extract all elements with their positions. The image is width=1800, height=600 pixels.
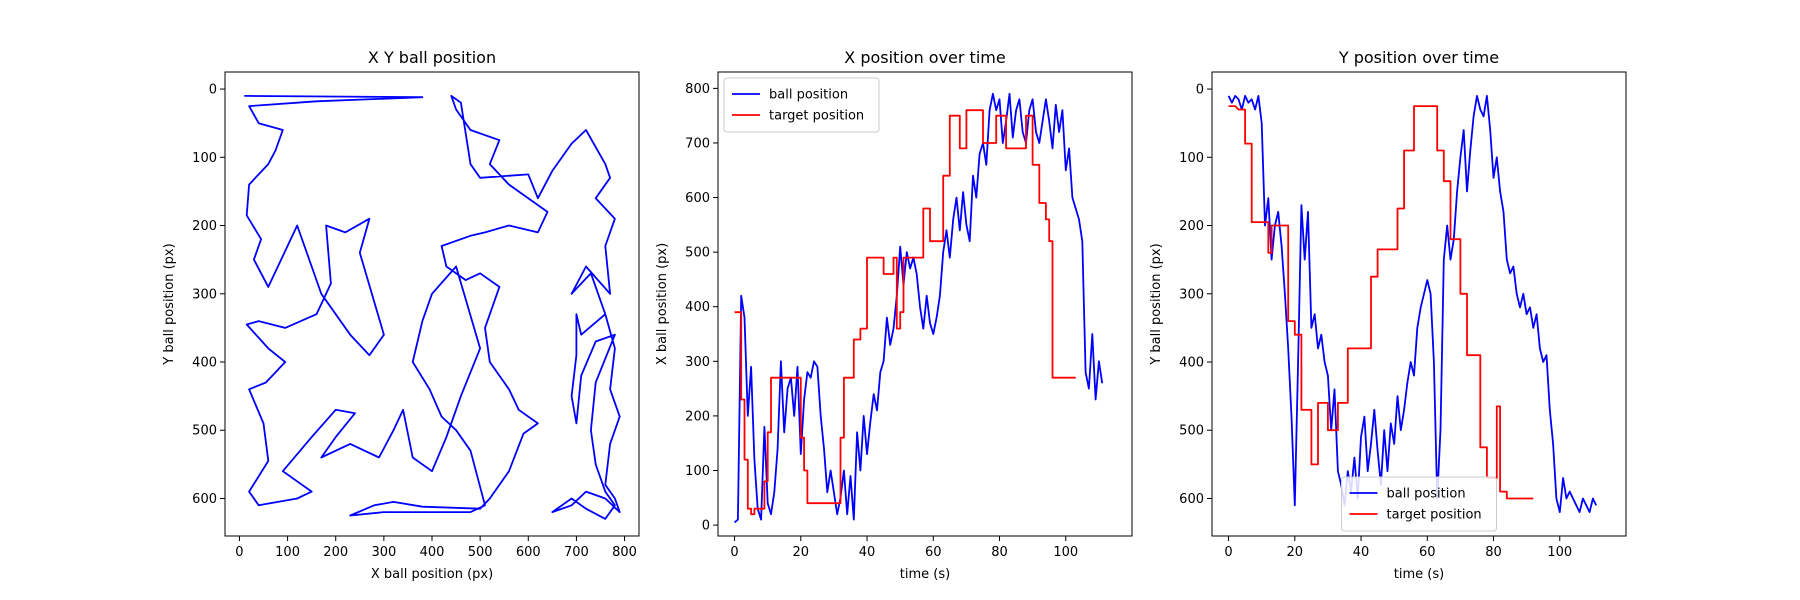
legend-label: ball position xyxy=(1387,487,1466,502)
x-tick-label: 300 xyxy=(371,545,396,560)
series-line-0 xyxy=(1227,95,1598,513)
y-tick-label: 200 xyxy=(1179,219,1204,234)
legend: ball position target position xyxy=(723,77,880,133)
y-tick-label: 600 xyxy=(192,492,217,507)
x-tick-label: 60 xyxy=(925,545,942,560)
y-tick-label: 600 xyxy=(1179,492,1204,507)
x-tick-label: 700 xyxy=(564,545,589,560)
x-tick-label: 40 xyxy=(1353,545,1370,560)
chart-title: X position over time xyxy=(844,48,1005,67)
plot-frame xyxy=(717,71,1133,537)
x-axis-label: X ball position (px) xyxy=(371,567,493,582)
chart-panel-1: 0 20 40 60 80 100 0 100 200 300 400 500 600 700 800 X p… xyxy=(655,48,1133,582)
x-tick-label: 100 xyxy=(1053,545,1078,560)
x-axis-label: time (s) xyxy=(1394,567,1444,582)
y-axis-label: X ball position (px) xyxy=(655,243,670,365)
legend-label: ball position xyxy=(769,88,848,103)
chart-panel-0: 0 100 200 300 400 500 600 700 800 0 100 200 300 400 50… xyxy=(162,48,640,582)
x-tick-label: 200 xyxy=(323,545,348,560)
y-tick-label: 500 xyxy=(685,246,710,261)
y-tick-label: 500 xyxy=(1179,424,1204,439)
series-line-0 xyxy=(244,95,621,520)
x-tick-label: 80 xyxy=(1485,545,1502,560)
x-tick-label: 100 xyxy=(275,545,300,560)
y-tick-label: 300 xyxy=(192,287,217,302)
x-tick-label: 800 xyxy=(612,545,637,560)
y-tick-label: 100 xyxy=(1179,151,1204,166)
legend-box xyxy=(723,77,880,133)
legend: ball position target position xyxy=(1341,476,1497,532)
series-line-1 xyxy=(734,109,1076,516)
y-axis-label: Y ball position (px) xyxy=(1149,243,1164,365)
x-tick-label: 80 xyxy=(991,545,1008,560)
chart-title: X Y ball position xyxy=(368,48,496,67)
y-tick-label: 0 xyxy=(1196,83,1204,98)
chart-title: Y position over time xyxy=(1338,48,1499,67)
plot-frame xyxy=(1211,71,1627,537)
y-tick-label: 100 xyxy=(192,151,217,166)
y-tick-label: 400 xyxy=(1179,356,1204,371)
series-line-0 xyxy=(734,92,1104,524)
x-tick-label: 400 xyxy=(420,545,445,560)
y-tick-label: 300 xyxy=(685,355,710,370)
legend-label: target position xyxy=(1387,508,1482,523)
y-tick-label: 300 xyxy=(1179,287,1204,302)
y-tick-label: 200 xyxy=(192,219,217,234)
y-axis-label: Y ball position (px) xyxy=(162,243,177,365)
y-tick-label: 0 xyxy=(702,519,710,534)
x-tick-label: 0 xyxy=(730,545,738,560)
x-axis-label: time (s) xyxy=(900,567,950,582)
x-tick-label: 600 xyxy=(516,545,541,560)
chart-panel-2: 0 20 40 60 80 100 0 100 200 300 400 500 600 Y positio… xyxy=(1149,48,1627,582)
x-tick-label: 500 xyxy=(468,545,493,560)
y-tick-label: 600 xyxy=(685,191,710,206)
y-tick-label: 500 xyxy=(192,424,217,439)
legend-label: target position xyxy=(769,109,864,124)
x-tick-label: 20 xyxy=(793,545,810,560)
y-tick-label: 800 xyxy=(685,82,710,97)
y-tick-label: 400 xyxy=(192,356,217,371)
x-tick-label: 0 xyxy=(235,545,243,560)
x-tick-label: 0 xyxy=(1224,545,1232,560)
x-tick-label: 40 xyxy=(859,545,876,560)
y-tick-label: 0 xyxy=(209,83,217,98)
y-tick-label: 200 xyxy=(685,409,710,424)
x-tick-label: 100 xyxy=(1547,545,1572,560)
y-tick-label: 400 xyxy=(685,300,710,315)
y-tick-label: 100 xyxy=(685,464,710,479)
y-tick-label: 700 xyxy=(685,136,710,151)
x-tick-label: 20 xyxy=(1287,545,1304,560)
series-line-1 xyxy=(1228,105,1534,500)
legend-box xyxy=(1341,476,1497,532)
x-tick-label: 60 xyxy=(1419,545,1436,560)
